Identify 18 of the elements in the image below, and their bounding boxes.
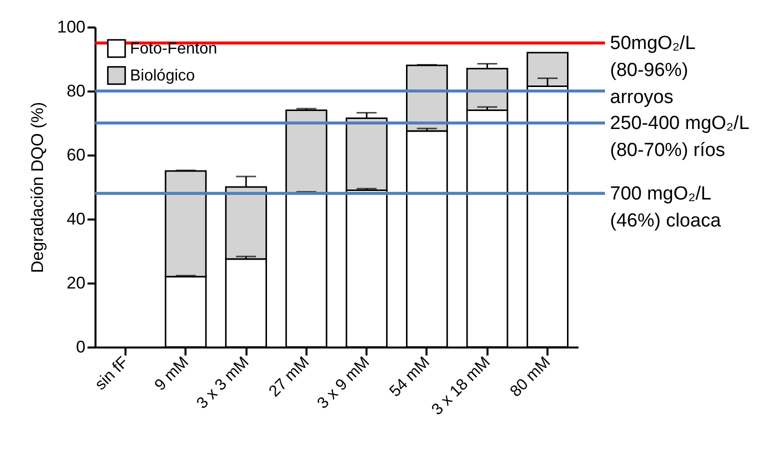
x-tick-label: sin fF (92, 354, 132, 394)
y-tick-label: 20 (66, 274, 86, 292)
y-tick-label: 100 (57, 18, 86, 36)
ref-line-label: 700 mgO₂/L (46%) cloaca (610, 183, 722, 232)
y-tick-label: 80 (66, 82, 86, 100)
x-tick-label: 3 x 3 mM (194, 354, 252, 412)
y-tick-label: 60 (66, 146, 86, 164)
x-tick-label: 3 x 9 mM (314, 354, 374, 412)
x-tick-label: 27 mM (266, 354, 313, 400)
ref-line-label: 250-400 mgO₂/L (80-70%) ríos (610, 113, 750, 161)
legend-label: Foto-Fenton (130, 40, 218, 58)
ref-line-label: 50mgO₂/L (80-96%) arroyos (610, 33, 696, 108)
y-tick-label: 40 (66, 210, 86, 228)
y-axis-title: Degradación DQO (%) (28, 102, 48, 274)
y-tick-label: 0 (76, 338, 86, 356)
x-tick-label: 80 mM (507, 354, 554, 400)
legend-label: Biológico (130, 68, 196, 84)
x-tick-label: 9 mM (152, 354, 192, 394)
